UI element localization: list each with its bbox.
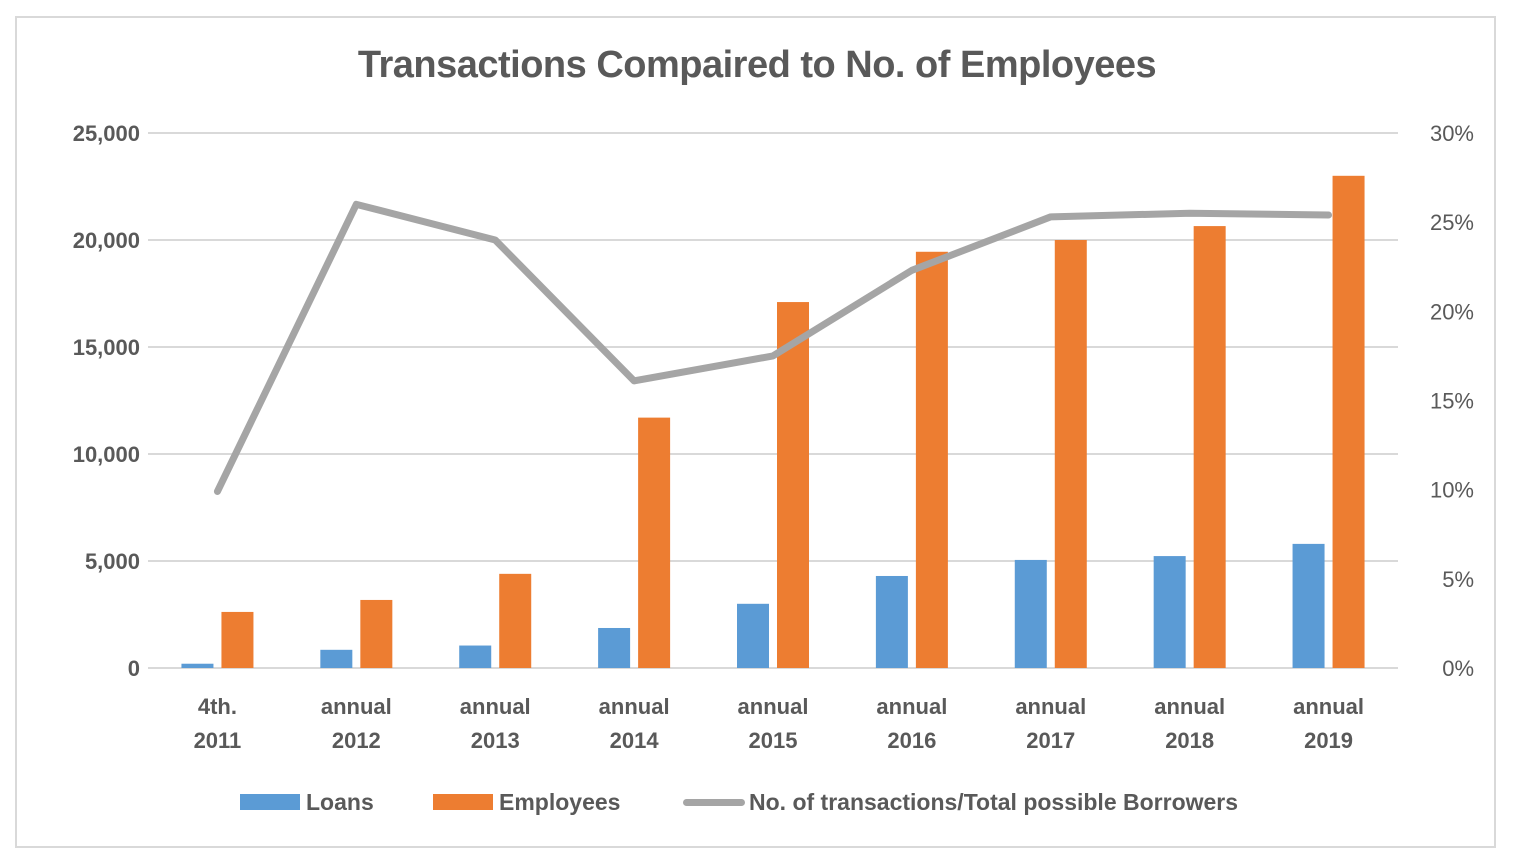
x-category-label-line2: 2014 (610, 728, 660, 753)
x-category-label-line2: 2015 (749, 728, 798, 753)
legend-label-employees: Employees (499, 788, 621, 815)
x-axis-categories: 4th. 2011 annual 2012 annual 2013 annual 2014 an… (194, 694, 1364, 753)
legend-item-loans: Loans (240, 787, 374, 817)
y2-tick-label: 30% (1430, 121, 1474, 146)
bar-employees (360, 599, 393, 668)
bar-loans (181, 663, 214, 668)
legend-label-loans: Loans (306, 788, 374, 815)
x-category-label-line2: 2013 (471, 728, 520, 753)
y2-tick-label: 20% (1430, 299, 1474, 324)
x-category-label-line2: 2018 (1165, 728, 1214, 753)
x-category-label-line1: annual (321, 694, 392, 719)
y2-tick-label: 15% (1430, 389, 1474, 414)
bar-loans (320, 649, 353, 668)
ratio-line-series (213, 200, 1333, 495)
x-category-label-line1: annual (738, 694, 809, 719)
legend-item-employees: Employees (433, 787, 620, 817)
bar-employees (1054, 240, 1087, 668)
x-category-label-line1: annual (1293, 694, 1364, 719)
bar-employees (915, 251, 948, 668)
y-axis-left-ticks: 0 5,000 10,000 15,000 20,000 25,000 (73, 121, 140, 681)
ratio-line-point (216, 490, 218, 492)
ratio-line-point (1050, 216, 1052, 218)
bar-employees (221, 611, 254, 668)
bar-loans (1292, 543, 1325, 668)
ratio-line-point (772, 355, 774, 357)
y-tick-label: 20,000 (73, 228, 140, 253)
y2-tick-label: 10% (1430, 478, 1474, 503)
y-tick-label: 10,000 (73, 442, 140, 467)
x-category-label-line1: annual (599, 694, 670, 719)
bar-employees (1193, 226, 1226, 668)
x-category-label-line1: annual (460, 694, 531, 719)
x-category-label-line2: 2019 (1304, 728, 1353, 753)
bars (181, 175, 1365, 669)
y2-tick-label: 0% (1442, 656, 1474, 681)
bar-loans (459, 645, 492, 668)
legend-item-ratio: No. of transactions/Total possible Borro… (683, 787, 1238, 817)
ratio-line-point (633, 380, 635, 382)
legend: Loans Employees No. of transactions/Tota… (0, 787, 1514, 817)
x-category-label-line2: 2017 (1026, 728, 1075, 753)
chart-title: Transactions Compaired to No. of Employe… (357, 44, 1157, 86)
bar-loans (598, 627, 631, 668)
bar-loans (1014, 559, 1047, 668)
y-tick-label: 15,000 (73, 335, 140, 360)
bar-employees (777, 302, 809, 668)
ratio-line-point (494, 239, 496, 241)
y2-tick-label: 5% (1442, 567, 1474, 592)
y-tick-label: 5,000 (85, 549, 140, 574)
legend-line-ratio (683, 798, 745, 806)
x-category-label-line1: 4th. (198, 694, 237, 719)
bar-loans (737, 603, 769, 668)
x-category-label-line1: annual (1015, 694, 1086, 719)
gridlines (148, 132, 1398, 669)
x-category-label-line1: annual (1154, 694, 1225, 719)
ratio-line-point (355, 203, 357, 205)
bar-loans (1153, 556, 1186, 668)
bar-employees (638, 417, 671, 668)
legend-swatch-employees (433, 794, 493, 810)
bar-loans (875, 575, 908, 668)
legend-swatch-loans (240, 794, 300, 810)
y-tick-label: 25,000 (73, 121, 140, 146)
bar-employees (499, 573, 532, 668)
legend-label-ratio: No. of transactions/Total possible Borro… (749, 788, 1239, 815)
x-category-label-line1: annual (876, 694, 947, 719)
ratio-line-point (1189, 212, 1191, 214)
x-category-label-line2: 2012 (332, 728, 381, 753)
ratio-line-point (911, 269, 913, 271)
y2-tick-label: 25% (1430, 210, 1474, 235)
y-tick-label: 0 (128, 656, 140, 681)
x-category-label-line2: 2011 (194, 728, 242, 753)
chart-frame (15, 16, 1496, 848)
ratio-line-point (1328, 214, 1330, 216)
x-category-label-line2: 2016 (887, 728, 936, 753)
bar-employees (1332, 175, 1365, 669)
y-axis-right-ticks: 0% 5% 10% 15% 20% 25% 30% (1430, 121, 1474, 681)
